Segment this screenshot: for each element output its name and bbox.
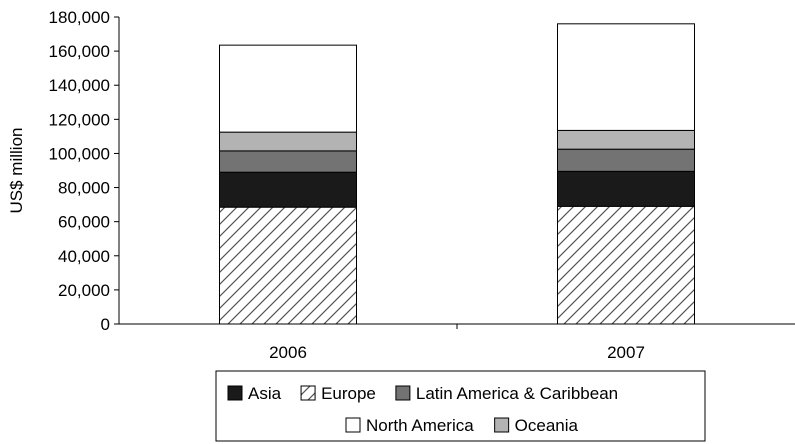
legend-label-latin-america-caribbean: Latin America & Caribbean <box>416 384 618 403</box>
legend-label-europe: Europe <box>321 384 376 403</box>
bar-segment-oceania-2007 <box>557 129 695 150</box>
bar-segment-oceania-2006 <box>219 131 357 152</box>
y-tick-label: 180,000 <box>49 8 110 27</box>
legend-swatch-latin-america-caribbean <box>395 385 411 401</box>
legend-swatch-oceania <box>494 417 510 433</box>
bar-segment-north-america-2007 <box>557 23 695 131</box>
y-tick-label: 60,000 <box>58 213 110 232</box>
legend-swatch-asia <box>227 385 243 401</box>
bar-segment-europe-2006 <box>219 206 357 325</box>
legend-swatch-north-america <box>345 417 361 433</box>
x-tick-label: 2006 <box>269 343 307 362</box>
y-tick-label: 100,000 <box>49 144 110 163</box>
y-tick-label: 80,000 <box>58 179 110 198</box>
legend-label-asia: Asia <box>248 384 282 403</box>
bar-segment-asia-2007 <box>557 170 695 207</box>
bar-segment-latin-america-caribbean-2007 <box>557 148 695 172</box>
legend-label-oceania: Oceania <box>515 416 579 435</box>
y-tick-label: 20,000 <box>58 281 110 300</box>
bar-segment-europe-2007 <box>557 205 695 325</box>
y-tick-label: 120,000 <box>49 110 110 129</box>
bar-segment-asia-2006 <box>219 171 357 208</box>
legend: Asia Europe Latin America & Caribbean North… <box>215 370 706 442</box>
bar-segment-latin-america-caribbean-2006 <box>219 150 357 173</box>
y-tick-label: 160,000 <box>49 42 110 61</box>
y-tick-label: 0 <box>101 315 110 334</box>
y-tick-label: 40,000 <box>58 247 110 266</box>
legend-swatch-europe <box>300 385 316 401</box>
legend-label-north-america: North America <box>366 416 474 435</box>
legend-box <box>215 370 706 442</box>
y-axis-title: US$ million <box>7 128 26 214</box>
bars <box>219 23 695 325</box>
x-tick-label: 2007 <box>607 343 645 362</box>
bar-segment-north-america-2006 <box>219 44 357 133</box>
labels: 0 20,000 40,000 60,000 80,000 100,000 120,000 1… <box>7 8 645 362</box>
y-tick-label: 140,000 <box>49 76 110 95</box>
